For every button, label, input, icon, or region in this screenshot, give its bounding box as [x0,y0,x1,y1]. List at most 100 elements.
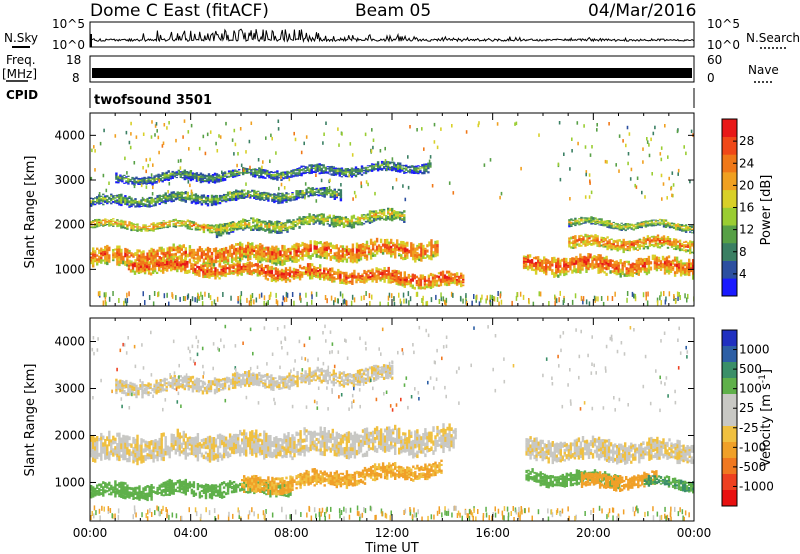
power-cell [301,190,303,192]
power-cell [106,203,108,205]
power-cell [281,201,283,203]
power-cell [218,263,220,265]
power-cell [339,172,341,174]
power-cell [626,274,628,277]
noise-line [90,29,694,41]
power-cell [398,278,400,280]
power-cell [655,223,657,224]
power-cell [96,198,98,200]
power-cell [673,223,675,224]
power-cell [307,263,309,267]
power-cell [414,287,416,290]
power-cell [364,249,366,251]
power-cell [276,170,278,172]
power-cell [313,223,315,225]
power-cell [126,224,128,226]
power-cell [142,258,144,261]
power-cell [656,268,658,271]
power-cell [338,259,340,263]
power-cell [292,221,294,223]
power-cell [679,240,681,243]
power-cell [262,176,264,179]
power-cell [218,225,220,228]
power-cell [199,230,201,231]
power-cell [238,175,240,176]
power-cell [570,225,572,226]
power-cell [263,254,265,256]
power-cell [436,250,438,253]
power-cell [580,235,582,237]
power-cell [157,176,159,178]
power-cell [124,195,126,197]
power-cell [323,270,325,273]
power-cell [292,227,294,229]
power-cell [142,270,144,273]
power-cell [613,222,615,223]
power-cell [142,250,144,253]
power-cell [112,223,114,224]
power-cell [689,248,691,251]
power-cell [565,270,567,273]
power-cell [406,256,408,259]
power-cell [141,183,143,184]
noise-panel-frame [90,22,694,47]
power-cell [128,250,130,252]
power-cell [414,260,416,263]
power-cell [462,277,464,279]
power-cell [162,181,164,182]
power-cell [296,224,298,225]
power-cell [606,236,608,238]
power-cell [226,230,228,232]
power-cell [383,212,385,214]
power-cell [669,238,671,240]
power-cell [324,242,326,245]
power-cell [189,259,191,262]
power-cell [403,214,405,217]
power-cell [156,252,158,255]
power-cell [280,179,282,181]
power-cell [535,267,537,270]
power-cell [207,203,209,205]
power-cell [243,190,245,192]
power-cell [655,243,657,244]
power-cell [112,220,114,222]
power-cell [293,274,295,277]
power-cell [609,259,611,263]
power-cell [218,277,220,279]
power-cell [399,213,401,214]
power-cell [112,197,114,199]
power-cell [233,191,235,193]
power-cell [156,223,158,224]
power-cell [374,243,376,246]
power-cell [128,291,130,296]
power-cell [610,239,612,241]
power-cell [610,249,612,251]
power-cell [292,225,294,227]
power-cell [410,296,412,301]
freq-right-tick-bottom: 0 [707,71,715,85]
power-cell [570,218,572,219]
power-cell [367,278,369,280]
power-cell [338,189,340,191]
power-cell [102,194,104,196]
power-cell [262,171,264,174]
power-cell [323,268,325,270]
power-cell [551,264,553,267]
power-cell [677,292,679,297]
power-cell [126,197,128,199]
power-cell [284,224,286,225]
power-cell [383,219,385,221]
power-cell [347,218,349,220]
power-cell [108,254,110,259]
power-cell [307,191,309,193]
power-cell [579,266,581,270]
power-cell [233,193,235,194]
power-cell [100,257,102,259]
power-cell [176,257,178,260]
power-cell [390,239,392,242]
power-cell [388,267,390,272]
power-cell [187,227,189,230]
power-cell [96,248,98,250]
power-cell [307,244,309,248]
power-cell [324,190,326,192]
